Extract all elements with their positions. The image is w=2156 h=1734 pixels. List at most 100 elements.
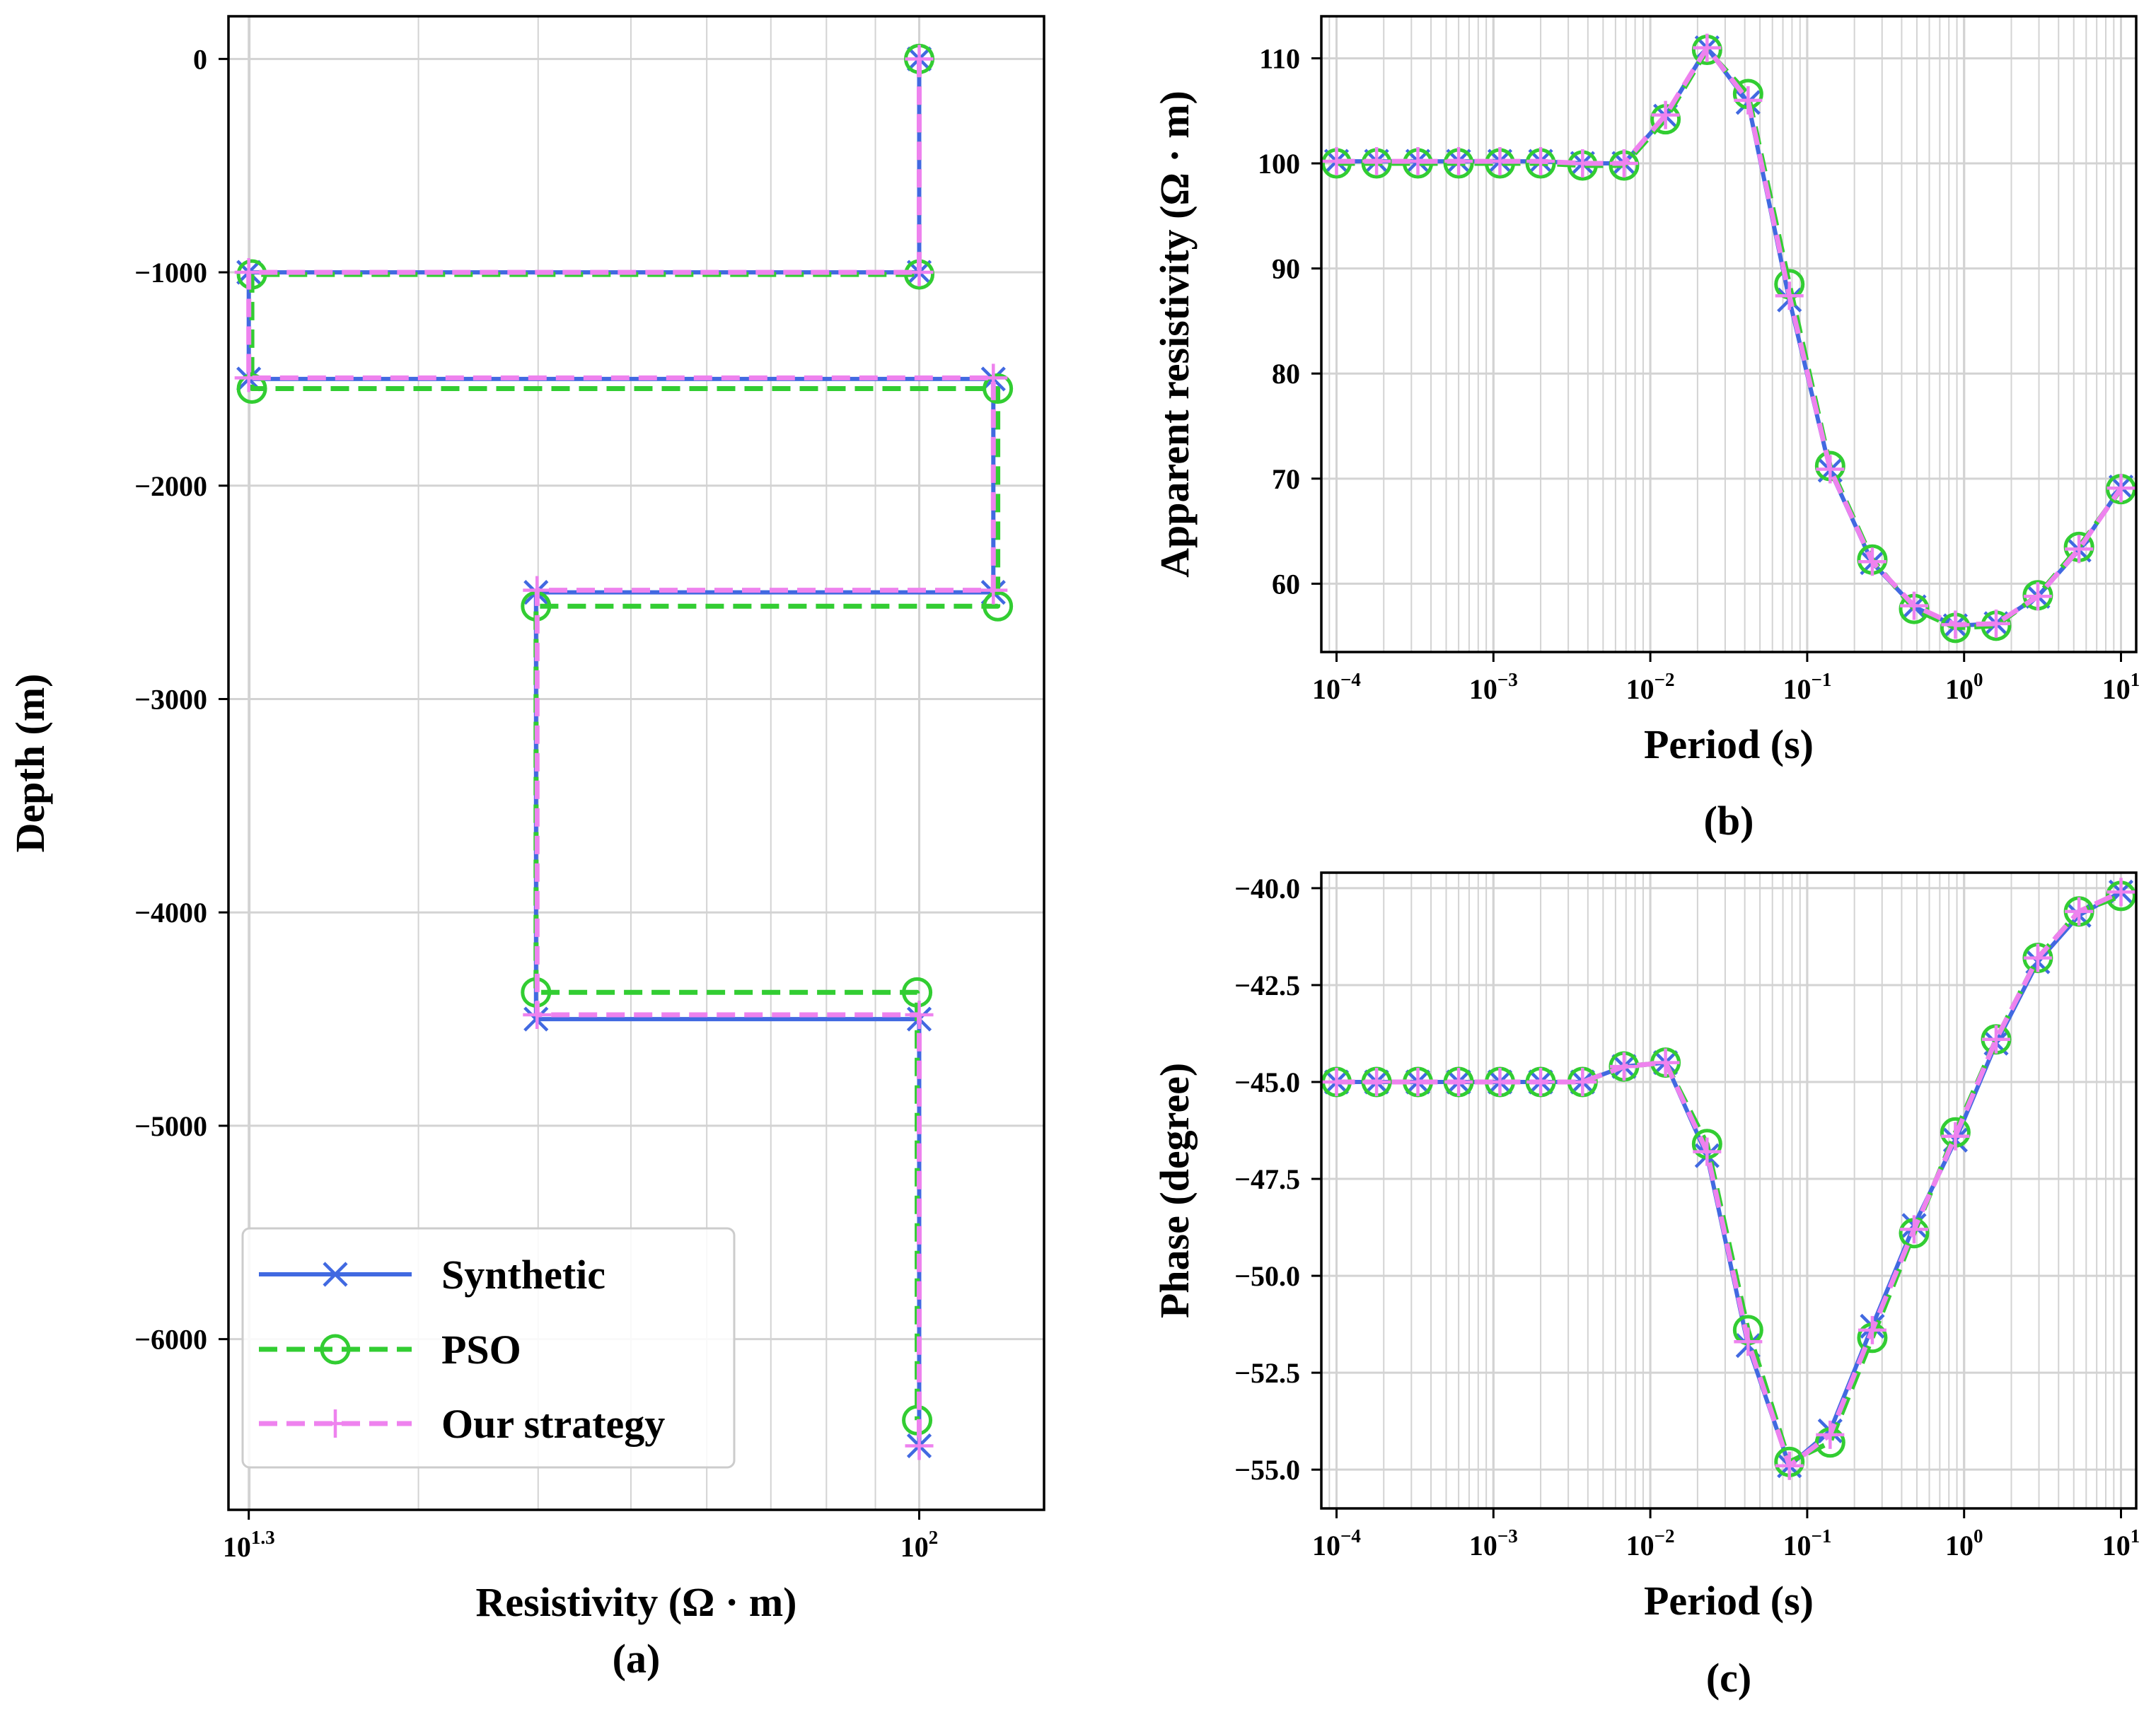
point-ours [1900,1215,1928,1244]
point-ours [2106,474,2135,503]
x-tick-exponent: −3 [1497,1525,1518,1547]
x-tick-label: 100 [1945,1525,1983,1561]
y-tick-label: −6000 [134,1324,207,1356]
point-ours [2023,943,2052,972]
point-ours [2065,535,2094,564]
legend-label-ours: Our strategy [441,1401,665,1447]
y-tick-label: 110 [1259,42,1300,74]
plot-area [1321,33,2136,644]
series-line-pso [1336,47,2123,631]
y-tick-label: −45.0 [1234,1066,1300,1098]
series-line-ours [1336,890,2122,1469]
point-ours [1941,1122,1970,1151]
x-axis: 101.3 102 [223,1510,938,1563]
point-ours [1362,147,1391,176]
y-tick-label: 60 [1272,568,1300,600]
x-tick-base: 10 [1312,673,1340,705]
y-tick-label: 100 [1258,148,1300,180]
x-tick-base: 10 [1312,1530,1340,1561]
axes-frame [1320,15,2138,653]
x-tick-exponent: −1 [1811,669,1831,690]
x-tick-base: 10 [1469,673,1497,705]
x-tick-label: 10−1 [1783,1525,1831,1561]
point-ours [1526,147,1555,176]
point-ours [1444,147,1473,176]
point-ours [979,576,1008,605]
x-tick-base: 10 [2102,1530,2131,1561]
legend-item-ours: Our strategy [259,1401,665,1447]
legend-marker-synthetic [323,1262,348,1287]
plot-area [1321,878,2136,1480]
legend-label-pso: PSO [441,1327,521,1373]
y-tick-label: 0 [193,43,207,75]
x-axis: 10−4 10−3 10−2 10−1 100 101 [1312,1508,2140,1561]
grid [1321,16,2136,652]
point-ours [523,576,552,605]
x-tick-exponent: 1 [2131,1525,2140,1547]
x-tick-label: 10−2 [1626,1525,1675,1561]
axes-frame [1320,871,2138,1510]
point-ours [1609,149,1638,178]
y-tick-label: 80 [1272,358,1300,390]
x-tick-exponent: −2 [1654,669,1675,690]
x-tick-label: 10−4 [1312,669,1361,705]
x-tick-exponent: 1.3 [251,1527,275,1548]
x-tick-exponent: −4 [1340,669,1361,690]
panel-c-phase: −55.0−52.5−50.0−47.5−45.0−42.5−40.010−4 1… [1152,871,2140,1701]
point-ours [1362,1068,1391,1097]
y-axis-label: Apparent resistivity (Ω · m) [1152,91,1198,578]
x-tick-label: 10−4 [1312,1525,1361,1561]
point-pso [983,590,1014,622]
point-ours [1981,1025,2010,1054]
point-ours [1403,1068,1432,1097]
point-ours [1857,1315,1886,1344]
point-ours [1941,610,1970,639]
point-ours [1651,1048,1680,1077]
y-tick-label: −2000 [134,470,207,502]
x-tick-label: 101 [2102,669,2140,705]
y-tick-label: −40.0 [1234,873,1300,904]
point-ours [1981,609,2010,638]
x-tick-base: 10 [1783,673,1811,705]
point-pso [902,977,933,1008]
point-ours [2023,582,2052,611]
x-tick-exponent: −3 [1497,669,1518,690]
series-line-ours [1336,45,2123,627]
point-ours [1775,281,1804,310]
legend-box [241,1227,736,1469]
y-tick-label: 70 [1272,463,1300,495]
point-ours [234,258,263,287]
x-tick-label: 102 [900,1527,939,1563]
point-ours [1485,147,1514,176]
x-tick-base: 10 [1626,673,1654,705]
point-ours [234,363,263,392]
x-tick-label: 10−3 [1469,669,1518,705]
point-ours [1734,1327,1763,1356]
x-tick-label: 10−2 [1626,669,1675,705]
x-tick-exponent: −2 [1654,1525,1675,1547]
x-tick-base: 10 [1783,1530,1811,1561]
legend-marker-pso [320,1334,351,1365]
x-tick-base: 10 [1945,673,1974,705]
x-axis: 10−4 10−3 10−2 10−1 100 101 [1312,652,2140,705]
axes-frame [227,15,1045,1511]
x-tick-base: 10 [1626,1530,1654,1561]
panel-caption: (b) [1704,798,1754,844]
y-tick-label: −3000 [134,683,207,715]
y-axis-label: Phase (degree) [1152,1063,1198,1318]
point-ours [1775,1451,1804,1480]
x-tick-exponent: 0 [1974,1525,1983,1547]
legend-label-synthetic: Synthetic [441,1252,605,1298]
point-ours [1693,1137,1722,1166]
point-ours [1857,547,1886,576]
point-ours [1816,455,1845,484]
x-tick-label: 10−3 [1469,1525,1518,1561]
point-ours [1651,100,1680,129]
y-tick-label: −4000 [134,897,207,929]
x-tick-label: 10−1 [1783,669,1831,705]
y-tick-label: −5000 [134,1110,207,1142]
y-tick-label: 90 [1272,253,1300,285]
point-ours [1734,86,1763,115]
